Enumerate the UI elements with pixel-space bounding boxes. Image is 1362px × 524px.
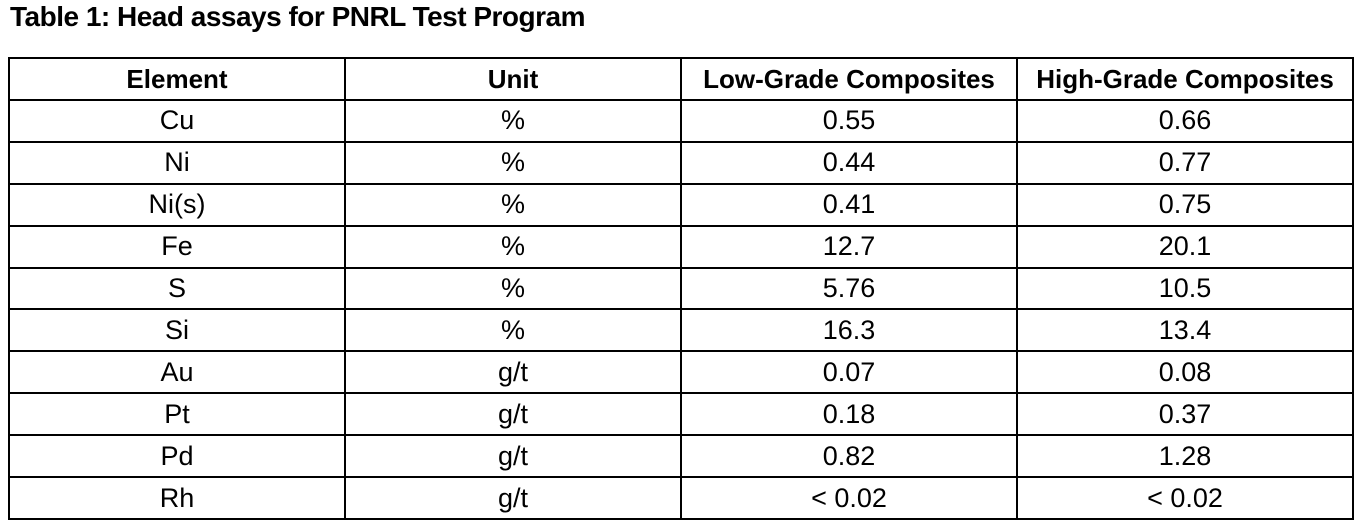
table-caption: Table 1: Head assays for PNRL Test Progr… (10, 1, 585, 32)
low-grade-cell: < 0.02 (680, 476, 1018, 520)
high-grade-cell: 1.28 (1016, 434, 1354, 479)
low-grade-cell: 0.82 (680, 434, 1018, 479)
unit-cell: % (344, 140, 682, 185)
element-cell: Ni(s) (8, 182, 346, 227)
table-row: Ni % 0.44 0.77 (8, 140, 1354, 185)
unit-cell: g/t (344, 434, 682, 479)
high-grade-cell: 0.77 (1016, 140, 1354, 185)
unit-cell: % (344, 224, 682, 269)
high-grade-cell: 20.1 (1016, 224, 1354, 269)
table-row: Cu % 0.55 0.66 (8, 99, 1354, 143)
element-cell: Fe (8, 224, 346, 269)
unit-cell: % (344, 99, 682, 143)
unit-cell: % (344, 182, 682, 227)
header-row: Element Unit Low-Grade Composites High-G… (8, 57, 1354, 101)
table-row: Si % 16.3 13.4 (8, 308, 1354, 353)
low-grade-cell: 0.07 (680, 350, 1018, 395)
element-cell: Pd (8, 434, 346, 479)
table-row: Fe % 12.7 20.1 (8, 224, 1354, 269)
element-cell: Au (8, 350, 346, 395)
element-cell: Rh (8, 476, 346, 520)
high-grade-cell: 10.5 (1016, 266, 1354, 311)
low-grade-cell: 0.18 (680, 392, 1018, 437)
table-row: Ni(s) % 0.41 0.75 (8, 182, 1354, 227)
low-grade-cell: 0.55 (680, 99, 1018, 143)
low-grade-cell: 0.44 (680, 140, 1018, 185)
element-cell: Cu (8, 99, 346, 143)
high-grade-cell: 0.08 (1016, 350, 1354, 395)
table-row: Pt g/t 0.18 0.37 (8, 392, 1354, 437)
unit-cell: % (344, 266, 682, 311)
column-header-low-grade: Low-Grade Composites (680, 57, 1018, 101)
table-row: S % 5.76 10.5 (8, 266, 1354, 311)
table-row: Rh g/t < 0.02 < 0.02 (8, 476, 1354, 520)
low-grade-cell: 5.76 (680, 266, 1018, 311)
unit-cell: % (344, 308, 682, 353)
table-row: Pd g/t 0.82 1.28 (8, 434, 1354, 479)
low-grade-cell: 16.3 (680, 308, 1018, 353)
unit-cell: g/t (344, 476, 682, 520)
high-grade-cell: 0.75 (1016, 182, 1354, 227)
element-cell: Ni (8, 140, 346, 185)
low-grade-cell: 12.7 (680, 224, 1018, 269)
element-cell: Pt (8, 392, 346, 437)
table-row: Au g/t 0.07 0.08 (8, 350, 1354, 395)
high-grade-cell: 0.66 (1016, 99, 1354, 143)
column-header-high-grade: High-Grade Composites (1016, 57, 1354, 101)
element-cell: S (8, 266, 346, 311)
head-assays-table: Element Unit Low-Grade Composites High-G… (8, 57, 1354, 520)
column-header-element: Element (8, 57, 346, 101)
high-grade-cell: 13.4 (1016, 308, 1354, 353)
unit-cell: g/t (344, 350, 682, 395)
low-grade-cell: 0.41 (680, 182, 1018, 227)
element-cell: Si (8, 308, 346, 353)
high-grade-cell: 0.37 (1016, 392, 1354, 437)
unit-cell: g/t (344, 392, 682, 437)
column-header-unit: Unit (344, 57, 682, 101)
high-grade-cell: < 0.02 (1016, 476, 1354, 520)
